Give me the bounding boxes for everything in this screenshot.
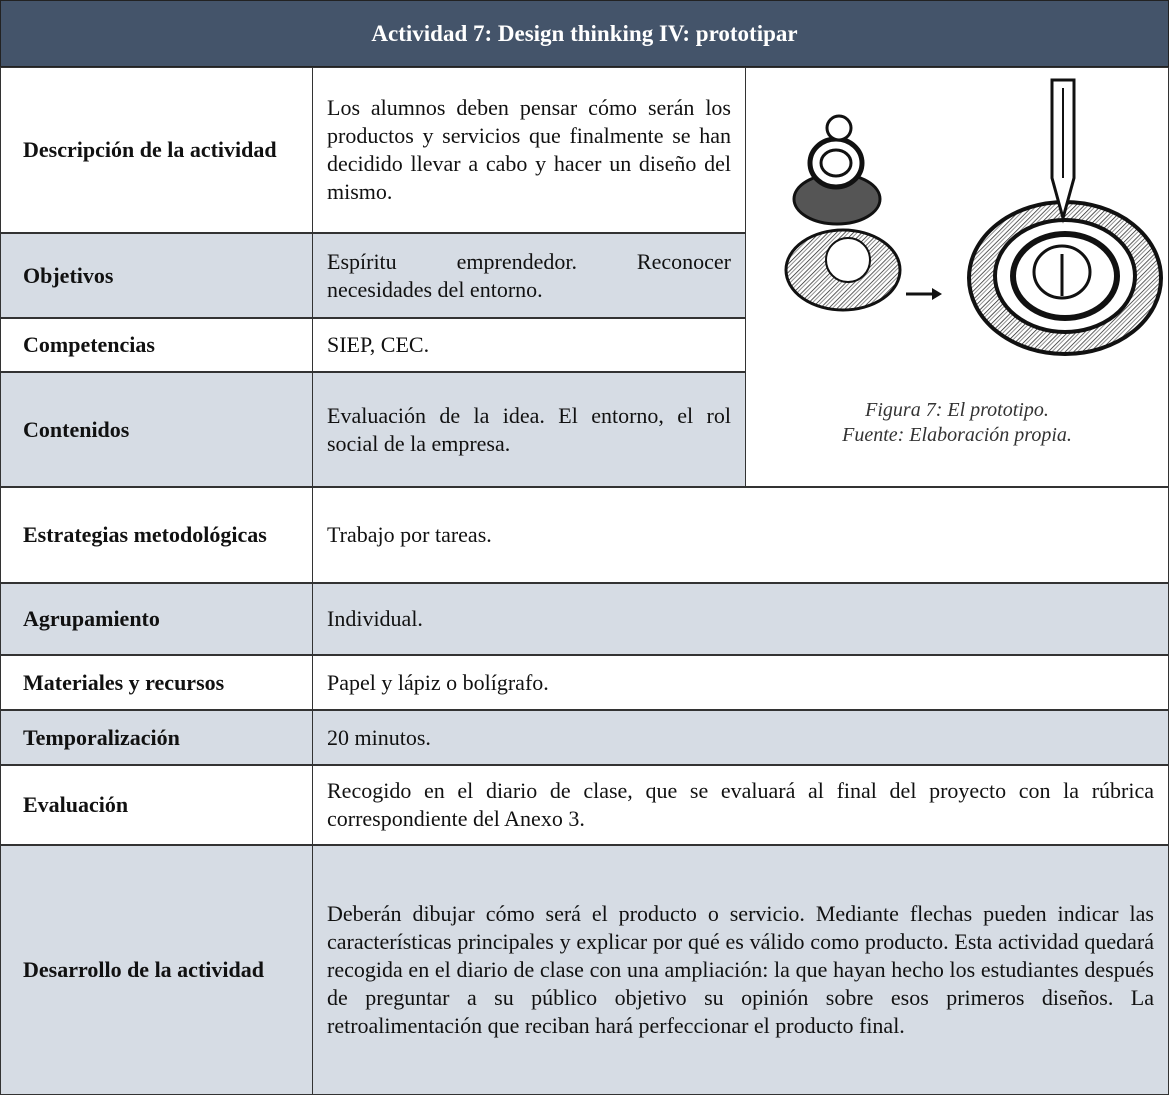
row-content-text: Recogido en el diario de clase, que se e… [327,778,1154,831]
row-content-text: Individual. [327,606,423,631]
row-content-text: Los alumnos deben pensar cómo serán los … [327,95,731,204]
row-content: 20 minutos. [312,710,1169,765]
row-content-text: Deberán dibujar cómo será el producto o … [327,901,1154,1038]
prototype-drawing [784,78,1163,356]
row-label-text: Evaluación [23,792,129,817]
row-label-text: Agrupamiento [23,606,160,631]
row-content: Individual. [312,583,1169,655]
row-label: Evaluación [0,765,313,845]
row-label-text: Descripción de la actividad [23,137,277,162]
row-content: Deberán dibujar cómo será el producto o … [312,845,1169,1095]
row-label: Materiales y recursos [0,655,313,710]
row-label-text: Objetivos [23,262,114,288]
row-label: Competencias [0,318,313,372]
row-label: Contenidos [0,372,313,487]
row-content-text: Espíritu emprendedor. Reconocer necesida… [327,248,731,302]
row-label: Objetivos [0,233,313,318]
caption-line: Fuente: Elaboración propia. [842,424,1072,446]
row-content: SIEP, CEC. [312,318,746,372]
row-content-text: Evaluación de la idea. El entorno, el ro… [327,402,731,456]
row-content: Espíritu emprendedor. Reconocer necesida… [312,233,746,318]
table-title: Actividad 7: Design thinking IV: prototi… [0,0,1169,67]
row-content: Evaluación de la idea. El entorno, el ro… [312,372,746,487]
row-label-text: Contenidos [23,416,130,442]
row-content: Recogido en el diario de clase, que se e… [312,765,1169,845]
row-content-text: SIEP, CEC. [327,332,430,357]
row-content: Los alumnos deben pensar cómo serán los … [312,67,746,233]
row-content-text: 20 minutos. [327,724,431,750]
row-label: Desarrollo de la actividad [0,845,313,1095]
row-content: Papel y lápiz o bolígrafo. [312,655,1169,710]
caption-line: Figura 7: El prototipo. [865,399,1049,421]
row-label-text: Temporalización [23,724,180,750]
figure-caption: Figura 7: El prototipo. Fuente: Elaborac… [746,398,1168,448]
row-label: Descripción de la actividad [0,67,313,233]
row-label-text: Desarrollo de la actividad [23,957,264,982]
figure-cell: Figura 7: El prototipo. Fuente: Elaborac… [745,67,1169,487]
row-label: Agrupamiento [0,583,313,655]
row-content: Trabajo por tareas. [312,487,1169,583]
row-label-text: Estrategias metodológicas [23,522,267,547]
row-label-text: Competencias [23,332,155,357]
row-label: Estrategias metodológicas [0,487,313,583]
row-content-text: Papel y lápiz o bolígrafo. [327,669,549,695]
row-label-text: Materiales y recursos [23,669,225,695]
row-label: Temporalización [0,710,313,765]
row-content-text: Trabajo por tareas. [327,522,492,547]
